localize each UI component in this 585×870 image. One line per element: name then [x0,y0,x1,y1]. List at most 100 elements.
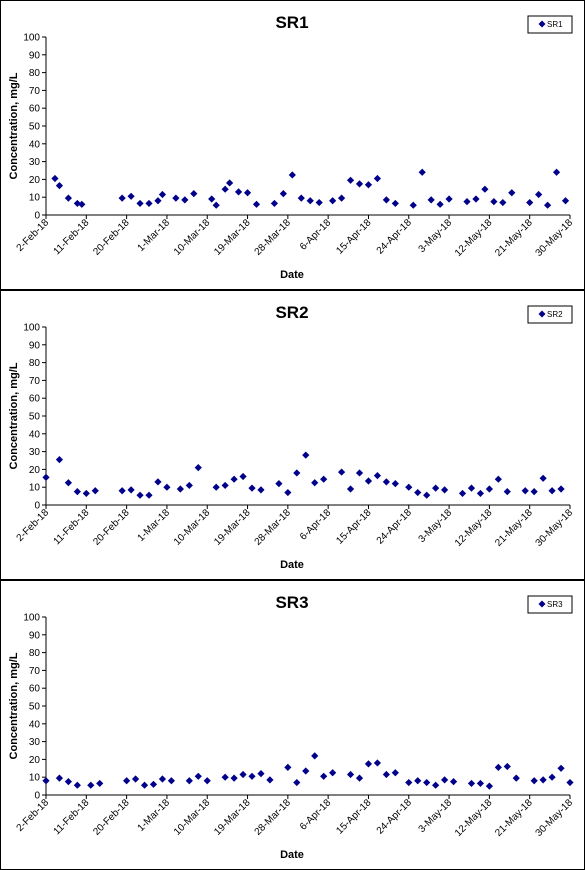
y-tick-label: 90 [29,340,41,351]
data-point [234,188,243,196]
data-point [51,174,59,183]
y-tick-label: 70 [29,666,41,677]
y-tick-label: 80 [29,648,41,659]
y-tick-label: 100 [23,33,40,44]
data-point [91,487,99,495]
data-point [257,486,265,494]
data-point [481,185,489,193]
y-tick-label: 90 [29,630,41,641]
data-point [337,194,346,202]
y-tick-label: 60 [29,684,41,695]
legend-box [527,305,573,324]
y-tick-label: 100 [23,323,40,334]
x-axis-label: Date [280,849,304,861]
data-point [440,486,449,494]
legend: SR2 [527,305,573,324]
data-point [485,782,493,790]
y-tick-label: 70 [29,376,41,387]
y-tick-label: 30 [29,447,41,458]
data-point [476,489,485,498]
data-point [82,489,90,498]
data-point [64,194,72,202]
y-tick-label: 60 [29,104,41,115]
y-tick-label: 70 [29,86,41,97]
data-point [185,777,193,785]
data-point [123,777,131,785]
y-tick-label: 0 [34,791,40,802]
data-point [391,199,399,208]
data-point [346,176,355,184]
data-point [42,777,50,785]
legend-box [527,595,573,614]
data-point [382,196,390,204]
data-point [364,181,373,189]
data-point [194,772,202,780]
legend: SR1 [527,15,573,34]
data-point [172,194,180,202]
data-point [499,198,507,207]
legend: SR3 [527,595,573,614]
data-point [445,195,453,203]
series-points [51,168,570,209]
data-point [315,198,323,207]
y-tick-label: 100 [23,613,40,624]
legend-label: SR2 [547,310,563,319]
data-point [284,763,292,772]
data-point [494,475,502,483]
data-point [311,479,319,487]
data-point [432,781,440,789]
y-axis-label: Concentration, mg/L [8,72,20,179]
data-point [432,484,440,492]
data-point [463,198,471,206]
data-point [557,764,565,772]
y-tick-label: 20 [29,755,41,766]
data-point [154,197,162,205]
data-point [552,168,561,176]
data-point [55,182,64,190]
data-point [190,190,198,198]
data-point [96,779,104,788]
data-point [194,464,202,472]
data-point [306,197,314,205]
data-point [490,198,498,206]
data-point [373,174,382,183]
data-point [203,777,211,785]
data-point [548,773,556,781]
y-tick-label: 60 [29,394,41,405]
data-point [212,483,220,491]
data-point [329,769,337,777]
y-tick-label: 30 [29,737,41,748]
data-point [284,488,292,497]
y-tick-label: 80 [29,68,41,79]
y-axis-label: Concentration, mg/L [8,362,20,469]
data-point [548,487,556,495]
legend-box [527,15,573,34]
data-point [149,780,158,788]
data-point [472,195,480,203]
data-point [530,777,538,785]
y-tick-label: 40 [29,429,41,440]
data-point [467,779,476,788]
y-tick-label: 20 [29,465,41,476]
data-point [158,190,167,199]
data-point [252,200,261,208]
data-point [521,487,529,495]
data-point [329,197,337,205]
data-point [279,190,287,198]
legend-marker-icon [538,600,546,608]
y-tick-label: 10 [29,483,41,494]
y-tick-label: 10 [29,193,41,204]
data-point [373,472,382,480]
data-point [78,200,86,208]
y-tick-label: 90 [29,50,41,61]
data-point [405,483,413,491]
chart-title: SR1 [275,13,308,32]
data-point [494,763,502,772]
legend-marker-icon [538,310,546,318]
data-point [544,201,552,209]
chart-panel-sr2: SR2 0 10 20 30 40 50 60 70 80 90 100 2-Feb-18 11-Feb-… [0,290,585,580]
legend-label: SR3 [547,600,563,609]
chart-panel-sr3: SR3 0 10 20 30 40 50 60 70 80 90 100 2-Feb-18 11-Feb-… [0,580,585,870]
